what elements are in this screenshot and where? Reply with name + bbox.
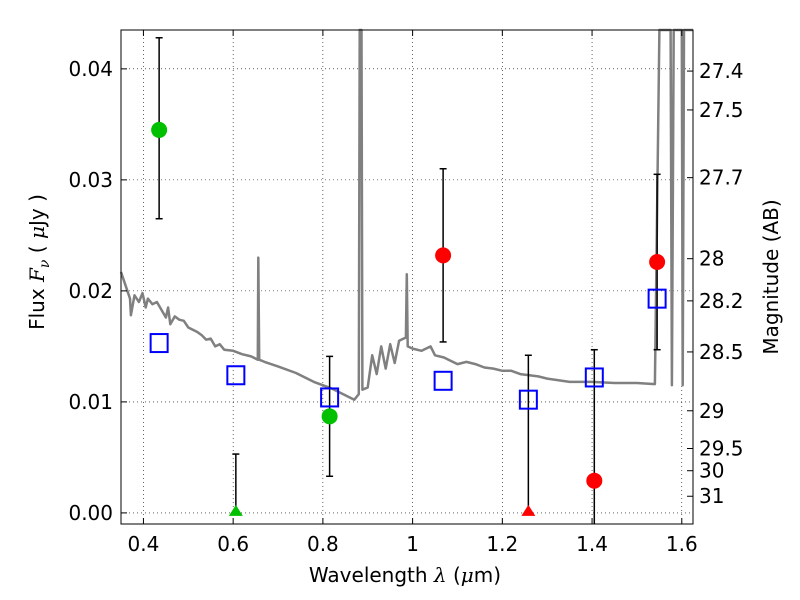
y-tick-label: 0.00 xyxy=(68,501,113,525)
data-markers xyxy=(149,121,667,516)
upper-limit-point xyxy=(521,504,536,516)
magnitude-tick-label: 27.5 xyxy=(699,98,744,122)
model-flux-point xyxy=(518,389,538,410)
magnitude-tick-label: 28 xyxy=(699,247,724,271)
model-flux-point xyxy=(647,288,667,309)
detection-point xyxy=(151,121,168,138)
y-tick-label: 0.03 xyxy=(68,168,113,192)
magnitude-tick-label: 27.4 xyxy=(699,59,744,83)
x-tick-label: 0.4 xyxy=(128,532,160,556)
magnitude-tick-label: 31 xyxy=(699,484,724,508)
model-flux-point xyxy=(149,333,169,354)
plot-frame xyxy=(120,29,694,525)
model-flux-point xyxy=(320,387,340,408)
model-flux-point xyxy=(226,365,246,386)
magnitude-tick-label: 29 xyxy=(699,399,724,423)
x-tick-label: 1.2 xyxy=(486,532,518,556)
x-tick-label: 1.6 xyxy=(666,532,698,556)
x-tick-label: 1.4 xyxy=(576,532,608,556)
model-spectrum xyxy=(119,28,693,401)
y2-axis-label: Magnitude (AB) xyxy=(759,199,783,354)
magnitude-tick-label: 28.2 xyxy=(699,289,744,313)
detection-point xyxy=(321,408,338,425)
y-tick-label: 0.04 xyxy=(68,57,113,81)
model-flux-point xyxy=(584,367,604,388)
axis-tick-labels: 0.4 0.6 0.8 1 1.2 1.4 1.6 0.00 0.01 0.02 0.03 0.04 2… xyxy=(68,57,743,556)
x-tick-label: 0.6 xyxy=(217,532,249,556)
magnitude-tick-label: 27.7 xyxy=(699,166,744,190)
axis-ticks xyxy=(121,30,693,524)
x-tick-label: 0.8 xyxy=(307,532,339,556)
detection-point xyxy=(649,254,666,271)
magnitude-tick-label: 30 xyxy=(699,459,724,483)
model-flux-point xyxy=(433,370,453,391)
grid xyxy=(121,30,693,524)
magnitude-tick-label: 28.5 xyxy=(699,340,744,364)
y-tick-label: 0.02 xyxy=(68,279,113,303)
detection-point xyxy=(435,247,452,264)
upper-limit-point xyxy=(228,504,243,516)
x-tick-label: 1 xyxy=(406,532,419,556)
detection-point xyxy=(586,472,603,489)
spectrum-line xyxy=(119,28,693,401)
y-tick-label: 0.01 xyxy=(68,390,113,414)
x-axis-label: Wavelength λ (μm) xyxy=(309,563,501,587)
magnitude-tick-label: 29.5 xyxy=(699,437,744,461)
